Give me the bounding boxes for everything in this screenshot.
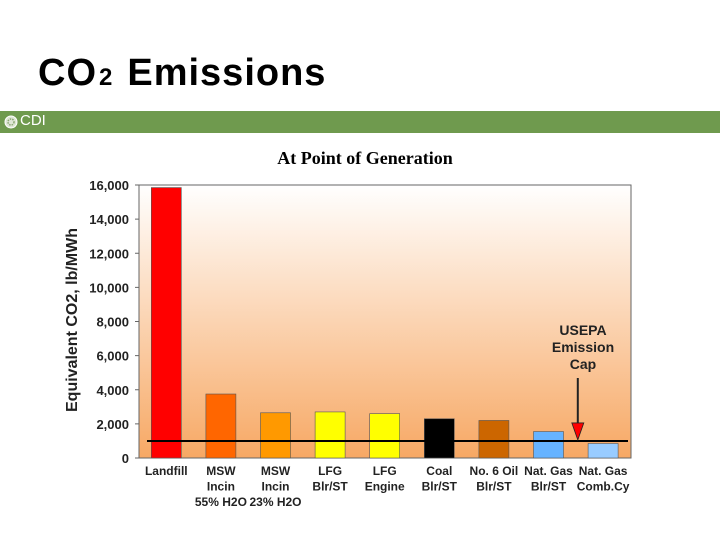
- cdi-logo-icon: [4, 115, 18, 129]
- y-tick-label: 8,000: [96, 315, 129, 330]
- x-tick-label: Incin: [261, 480, 289, 494]
- y-axis-label: Equivalent CO2, lb/MWh: [64, 228, 81, 412]
- bar: [533, 431, 564, 459]
- banner-label: CDI: [20, 112, 46, 129]
- annotation-line-1: USEPA: [559, 322, 607, 338]
- bar: [423, 418, 455, 459]
- chart-title: At Point of Generation: [277, 148, 453, 168]
- annotation-line-2: Emission: [551, 339, 615, 355]
- slide-title-subscript: 2: [99, 64, 114, 91]
- x-tick-label: Incin: [207, 480, 235, 494]
- x-tick-label: Blr/ST: [312, 480, 348, 494]
- y-tick-label: 4,000: [96, 383, 129, 398]
- y-tick-label: 0: [122, 451, 129, 466]
- y-tick-label: 2,000: [96, 417, 129, 432]
- emission-cap-arrowhead: [571, 422, 585, 442]
- x-tick-label: Comb.Cy: [577, 480, 630, 494]
- y-tick-label: 16,000: [89, 178, 129, 193]
- x-tick-label: No. 6 Oil: [470, 464, 519, 478]
- bar: [260, 412, 291, 459]
- x-tick-label: MSW: [206, 464, 236, 478]
- x-tick-label: Coal: [426, 464, 452, 478]
- annotation-line-3: Cap: [569, 356, 597, 372]
- x-tick-label: Nat. Gas: [579, 464, 628, 478]
- x-tick-label: LFG: [373, 464, 397, 478]
- x-tick-label: Engine: [365, 480, 405, 494]
- slide-title-rest: Emissions: [127, 52, 327, 94]
- bar: [151, 187, 182, 459]
- x-tick-label: Blr/ST: [422, 480, 458, 494]
- slide-title-main: CO: [38, 52, 97, 94]
- y-tick-label: 14,000: [89, 212, 129, 227]
- bar: [369, 413, 401, 459]
- bar: [478, 420, 510, 459]
- x-tick-label: 23% H2O: [249, 495, 301, 509]
- x-tick-label: MSW: [261, 464, 291, 478]
- x-tick-label: LFG: [318, 464, 342, 478]
- x-tick-label: Blr/ST: [531, 480, 567, 494]
- x-tick-label: Landfill: [145, 464, 188, 478]
- x-tick-label: Nat. Gas: [524, 464, 573, 478]
- bar: [205, 393, 237, 459]
- x-tick-label: 55% H2O: [195, 495, 247, 509]
- cdi-banner: CDI: [0, 111, 720, 133]
- bar: [314, 411, 346, 459]
- emission-cap-annotation: USEPA Emission Cap: [543, 322, 623, 373]
- bar: [587, 443, 619, 459]
- slide-title: CO2 Emissions: [38, 52, 326, 95]
- y-tick-label: 12,000: [89, 246, 129, 261]
- x-tick-label: Blr/ST: [476, 480, 512, 494]
- y-tick-label: 10,000: [89, 280, 129, 295]
- y-tick-label: 6,000: [96, 349, 129, 364]
